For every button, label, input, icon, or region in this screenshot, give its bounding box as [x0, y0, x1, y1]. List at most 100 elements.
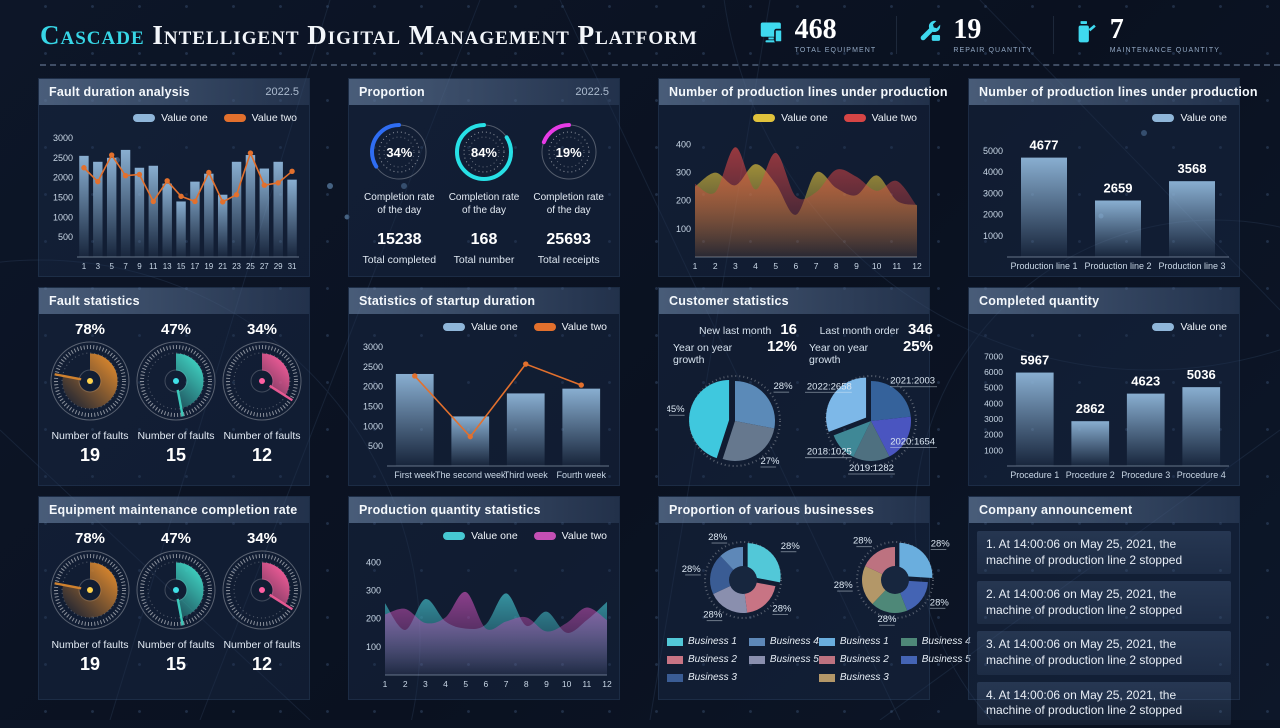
svg-text:7: 7	[814, 261, 819, 271]
announcement-item: 4. At 14:00:06 on May 25, 2021, the mach…	[977, 681, 1231, 725]
stat-value: 19	[953, 14, 982, 45]
legend-swatch	[818, 637, 835, 646]
svg-text:4: 4	[443, 679, 448, 689]
svg-text:1000: 1000	[983, 231, 1003, 241]
panel-header: Proportion of various businesses	[659, 497, 929, 523]
gauge-total-label: Total receipts	[537, 254, 600, 266]
svg-text:6000: 6000	[984, 367, 1003, 377]
gauge-value: 15	[165, 445, 187, 465]
svg-text:1000: 1000	[984, 445, 1003, 455]
legend-swatch	[1152, 114, 1175, 122]
legend-label: Business 1	[839, 636, 889, 647]
svg-text:2500: 2500	[53, 153, 73, 163]
svg-text:28%: 28%	[834, 580, 854, 591]
stat-value: 12%	[766, 338, 797, 355]
svg-text:4: 4	[753, 261, 758, 271]
chart-legend: Value one	[977, 110, 1227, 126]
gauge-total-label: Total number	[453, 254, 515, 266]
dashboard-grid: Fault duration analysis 2022.5 Value one…	[38, 78, 1258, 725]
svg-text:21: 21	[218, 262, 227, 271]
gauge-value: 12	[251, 654, 273, 674]
gauge-caption: Completion rate of the day	[364, 192, 435, 216]
ring-gauge-chart	[539, 123, 598, 181]
svg-text:1500: 1500	[363, 402, 383, 412]
gauge-value: 15	[165, 654, 187, 674]
svg-text:5967: 5967	[1020, 353, 1049, 368]
svg-text:11: 11	[149, 262, 158, 271]
business-donut-left-chart: 28% 28% 28% 28% 28%	[682, 532, 800, 622]
svg-text:3: 3	[423, 679, 428, 689]
svg-text:3568: 3568	[1178, 161, 1207, 176]
gauge-value: 19	[79, 654, 101, 674]
stat-label: Last month order	[819, 325, 899, 337]
gauge-caption: Number of faults	[223, 430, 301, 442]
header-stats: 468 Total Equipment 19 Repair Quantity 7…	[739, 16, 1240, 54]
svg-text:Procedure 4: Procedure 4	[1177, 470, 1226, 480]
svg-text:200: 200	[366, 614, 381, 624]
svg-text:2000: 2000	[53, 173, 73, 183]
svg-text:8: 8	[524, 679, 529, 689]
legend-label: Value one	[471, 530, 518, 542]
svg-text:10: 10	[562, 679, 572, 689]
radial-gauge-block: 47% Number of faults 15	[133, 319, 219, 466]
stat-label: Total Equipment	[794, 47, 877, 54]
chart-legend: Value one Value two	[47, 110, 297, 126]
svg-text:6: 6	[794, 261, 799, 271]
svg-text:28%: 28%	[772, 603, 792, 614]
radial-gauge-block: 78% Number of faults 19	[47, 528, 133, 675]
ring-gauge-chart	[370, 123, 429, 181]
legend-label: Business 2	[688, 654, 737, 665]
app-title-accent: Cascade	[40, 19, 145, 50]
panel-title: Proportion	[359, 85, 425, 99]
business-right-block: 28% 28% 28% 28% 28% Business 1 Business 2 Bu…	[818, 528, 971, 696]
legend-swatch	[533, 532, 556, 540]
svg-text:The second week: The second week	[435, 470, 506, 480]
gauge-percent: 19%	[555, 144, 582, 160]
svg-text:3: 3	[96, 262, 101, 271]
legend-label: Business 5	[769, 654, 819, 665]
gauge-caption: Number of faults	[223, 639, 301, 651]
legend-label: Value one	[161, 112, 208, 124]
radial-gauge-chart	[136, 341, 216, 421]
panel-businesses: Proportion of various businesses 28% 28% 2…	[658, 496, 971, 700]
svg-text:28%: 28%	[930, 597, 950, 608]
svg-text:8: 8	[834, 261, 839, 271]
panel-equipment-maintenance: Equipment maintenance completion rate 78…	[38, 496, 310, 700]
legend-swatch	[443, 323, 466, 331]
panel-header: Number of production lines under product…	[969, 79, 1258, 105]
gauge-caption: Completion rate of the day	[448, 192, 520, 216]
panel-header: Completed quantity	[969, 288, 1239, 314]
business-legend: Business 1 Business 2 Business 3 Busines…	[818, 634, 971, 685]
svg-text:7000: 7000	[984, 351, 1003, 361]
legend-swatch	[667, 637, 683, 646]
svg-text:4000: 4000	[983, 167, 1003, 177]
svg-text:13: 13	[163, 262, 172, 271]
startup-duration-chart: 500 1000 1500 2000 2500 3000 First week The sec…	[363, 342, 609, 480]
gauge-caption: Number of faults	[51, 430, 129, 442]
panel-title: Fault statistics	[49, 294, 140, 308]
panel-header: Proportion 2022.5	[349, 79, 619, 105]
svg-text:4677: 4677	[1030, 138, 1059, 153]
svg-text:1000: 1000	[53, 212, 73, 222]
svg-text:7: 7	[123, 262, 128, 271]
panel-completed-quantity: Completed quantity Value one 1000 2000 300…	[968, 287, 1240, 486]
svg-text:28%: 28%	[930, 538, 950, 549]
svg-text:5000: 5000	[983, 146, 1003, 156]
legend-label: Value two	[561, 530, 607, 542]
svg-text:23: 23	[232, 262, 241, 271]
legend-label: Business 5	[921, 654, 971, 665]
radial-gauge-chart	[50, 341, 130, 421]
svg-text:31: 31	[288, 262, 297, 271]
svg-text:Procedure 1: Procedure 1	[1010, 470, 1059, 480]
gauge-caption: Completion rate of the day	[533, 192, 604, 216]
svg-text:28%: 28%	[708, 532, 728, 543]
svg-text:1500: 1500	[53, 193, 73, 203]
legend-swatch	[443, 532, 466, 540]
panel-startup-duration: Statistics of startup duration Value one…	[348, 287, 620, 486]
panel-title: Company announcement	[979, 503, 1133, 517]
radial-gauge-chart	[222, 550, 302, 630]
svg-text:17: 17	[190, 262, 199, 271]
panel-production-quantity: Production quantity statistics Value one…	[348, 496, 620, 700]
